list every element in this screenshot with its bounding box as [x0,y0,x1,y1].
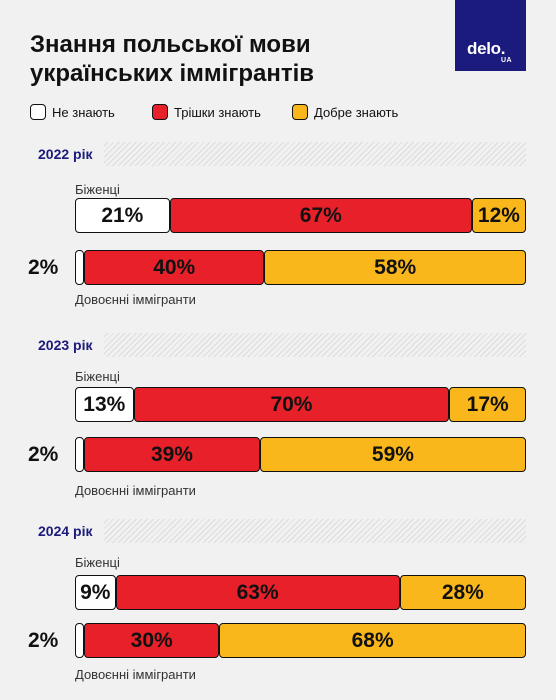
segment-value-label-outside: 2% [28,629,59,652]
bar-segment-none: 9% [75,575,116,610]
stacked-bar: 30% 68% [75,623,526,658]
bar-caption-refugees: Біженці [75,182,120,197]
bar-segment-good: 68% [219,623,526,658]
legend-label-good: Добре знають [314,105,399,120]
bar-segment-good: 59% [259,437,526,472]
segment-value-label: 58% [374,255,417,279]
segment-value-label: 67% [299,203,342,227]
segment-value-label: 12% [477,203,520,227]
year-label: 2023 рік [30,333,105,357]
legend-swatch-little [152,104,168,120]
legend-swatch-none [30,104,46,120]
segment-value-label: 40% [153,255,196,279]
bar-segment-none [75,250,85,285]
bar-segment-little: 70% [133,387,450,422]
stacked-bar: 13% 70% 17% [75,387,526,422]
year-header: 2024 рік [30,519,526,543]
segment-value-label: 9% [80,580,111,604]
bar-caption-prewar-immigrants: Довоєнні іммігранти [75,667,196,682]
legend-label-none: Не знають [52,105,115,120]
bar-caption-refugees: Біженці [75,555,120,570]
year-label: 2024 рік [30,519,105,543]
stacked-bar: 40% 58% [75,250,526,285]
delo-logo: delo. UA [455,0,526,71]
segment-value-label: 59% [371,442,414,466]
segment-value-label-outside: 2% [28,256,59,279]
chart-title: Знання польської мови українських іммігр… [30,30,450,88]
legend-label-little: Трішки знають [174,105,261,120]
segment-value-label-outside: 2% [28,443,59,466]
bar-segment-none [75,623,85,658]
segment-value-label: 21% [101,203,144,227]
stacked-bar: 39% 59% [75,437,526,472]
segment-value-label: 30% [130,628,173,652]
segment-value-label: 39% [150,442,193,466]
logo-text: delo. [467,39,506,58]
bar-segment-little: 67% [169,198,472,233]
bar-caption-prewar-immigrants: Довоєнні іммігранти [75,483,196,498]
bar-segment-good: 17% [449,387,526,422]
bar-segment-little: 39% [84,437,260,472]
bar-segment-little: 40% [84,250,265,285]
bar-segment-little: 30% [84,623,220,658]
segment-value-label: 28% [441,580,484,604]
stacked-bar: 9% 63% 28% [75,575,526,610]
bar-segment-none: 13% [75,387,134,422]
bar-caption-prewar-immigrants: Довоєнні іммігранти [75,292,196,307]
stacked-bar: 21% 67% 12% [75,198,526,233]
segment-value-label: 17% [466,392,509,416]
legend-swatch-good [292,104,308,120]
year-header: 2022 рік [30,142,526,166]
bar-segment-none: 21% [75,198,170,233]
bar-segment-good: 58% [264,250,526,285]
logo-subtext: UA [501,57,513,64]
bar-caption-refugees: Біженці [75,369,120,384]
year-label: 2022 рік [30,142,105,166]
chart-title-line-2: українських іммігрантів [30,60,315,87]
segment-value-label: 63% [236,580,279,604]
segment-value-label: 13% [83,392,126,416]
chart-title-line-1: Знання польської мови [30,31,311,58]
bar-segment-little: 63% [115,575,400,610]
bar-segment-good: 28% [399,575,526,610]
year-header: 2023 рік [30,333,526,357]
bar-segment-good: 12% [471,198,526,233]
segment-value-label: 68% [351,628,394,652]
bar-segment-none [75,437,85,472]
segment-value-label: 70% [270,392,313,416]
